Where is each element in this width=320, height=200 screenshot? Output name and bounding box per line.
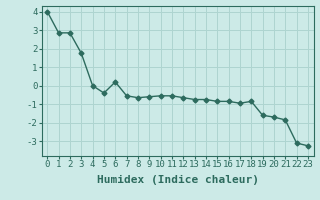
X-axis label: Humidex (Indice chaleur): Humidex (Indice chaleur) xyxy=(97,175,259,185)
